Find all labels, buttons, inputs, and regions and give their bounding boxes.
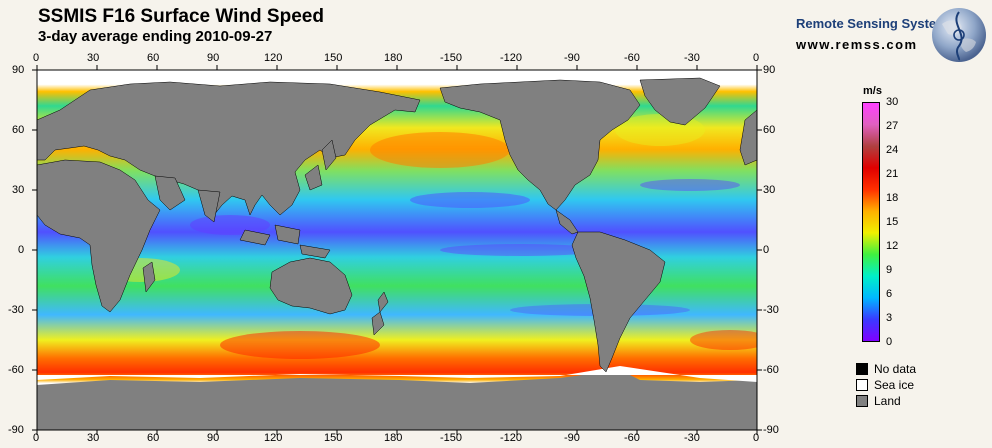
lat-tick-label: 90 bbox=[763, 64, 776, 76]
page-subtitle: 3-day average ending 2010-09-27 bbox=[38, 28, 273, 45]
lon-tick-label: -90 bbox=[564, 52, 580, 64]
page-title: SSMIS F16 Surface Wind Speed bbox=[38, 6, 324, 27]
lat-tick-label: -30 bbox=[8, 304, 24, 316]
colorbar-unit: m/s bbox=[863, 85, 882, 97]
lon-tick-label: 150 bbox=[324, 52, 343, 64]
lon-tick-label: -30 bbox=[684, 52, 700, 64]
lon-tick-label: 150 bbox=[324, 432, 343, 444]
land-north-america bbox=[439, 79, 641, 211]
lon-tick-label: 90 bbox=[207, 52, 220, 64]
lon-tick-label: 180 bbox=[384, 52, 403, 64]
lat-tick-label: 0 bbox=[763, 244, 770, 256]
land-antarctica bbox=[37, 385, 757, 430]
colorbar bbox=[862, 102, 880, 342]
lon-tick-label: -120 bbox=[500, 52, 523, 64]
brand-name[interactable]: Remote Sensing Systems bbox=[796, 16, 955, 31]
lon-tick-label: 180 bbox=[384, 432, 403, 444]
colorbar-tick: 24 bbox=[886, 144, 899, 156]
legend-swatch-no-data bbox=[856, 363, 868, 375]
lon-tick-label: 0 bbox=[33, 52, 40, 64]
lat-tick-label: 30 bbox=[763, 184, 776, 196]
lat-tick-label: 60 bbox=[763, 124, 776, 136]
lon-tick-label: 0 bbox=[753, 52, 760, 64]
lon-tick-label: 60 bbox=[147, 52, 160, 64]
lon-tick-label: -30 bbox=[684, 432, 700, 444]
lon-tick-label: -90 bbox=[564, 432, 580, 444]
lat-tick-label: -60 bbox=[763, 364, 779, 376]
colorbar-tick: 3 bbox=[886, 312, 893, 324]
lon-tick-label: 30 bbox=[87, 52, 100, 64]
lat-tick-label: 30 bbox=[12, 184, 25, 196]
globe-logo-icon bbox=[932, 8, 986, 62]
colorbar-tick: 9 bbox=[886, 264, 893, 276]
lon-tick-label: -150 bbox=[440, 432, 463, 444]
land-greenland bbox=[639, 77, 721, 126]
lon-tick-label: 120 bbox=[264, 52, 283, 64]
lat-tick-label: 60 bbox=[12, 124, 25, 136]
colorbar-tick: 18 bbox=[886, 192, 899, 204]
land-eurasia bbox=[37, 81, 421, 216]
colorbar-tick: 12 bbox=[886, 240, 899, 252]
legend-label-sea-ice: Sea ice bbox=[874, 378, 915, 392]
colorbar-tick: 21 bbox=[886, 168, 899, 180]
land-africa bbox=[37, 159, 161, 313]
legend-label-land: Land bbox=[874, 394, 901, 408]
lat-tick-label: -60 bbox=[8, 364, 24, 376]
lon-tick-label: 30 bbox=[87, 432, 100, 444]
lat-tick-label: 90 bbox=[12, 64, 25, 76]
lon-tick-label: 120 bbox=[264, 432, 283, 444]
legend-label-no-data: No data bbox=[874, 362, 917, 376]
colorbar-tick: 30 bbox=[886, 96, 899, 108]
colorbar-tick: 15 bbox=[886, 216, 899, 228]
legend-swatch-land bbox=[856, 395, 868, 407]
lon-tick-label: 90 bbox=[207, 432, 220, 444]
legend-swatch-sea-ice bbox=[856, 379, 868, 391]
brand-url[interactable]: www.remss.com bbox=[796, 37, 918, 52]
lon-tick-label: 60 bbox=[147, 432, 160, 444]
lon-tick-label: 0 bbox=[33, 432, 40, 444]
land-south-america bbox=[571, 231, 666, 373]
lon-tick-label: -60 bbox=[624, 432, 640, 444]
colorbar-tick: 6 bbox=[886, 288, 893, 300]
lat-tick-label: -90 bbox=[763, 424, 779, 436]
lon-tick-label: -120 bbox=[500, 432, 523, 444]
lat-tick-label: -30 bbox=[763, 304, 779, 316]
lon-tick-label: 0 bbox=[753, 432, 760, 444]
lon-tick-label: -150 bbox=[440, 52, 463, 64]
lat-tick-label: 0 bbox=[18, 244, 25, 256]
lat-tick-label: -90 bbox=[8, 424, 24, 436]
land-australia bbox=[269, 257, 353, 315]
lon-tick-label: -60 bbox=[624, 52, 640, 64]
colorbar-tick: 27 bbox=[886, 120, 899, 132]
colorbar-tick: 0 bbox=[886, 336, 893, 348]
